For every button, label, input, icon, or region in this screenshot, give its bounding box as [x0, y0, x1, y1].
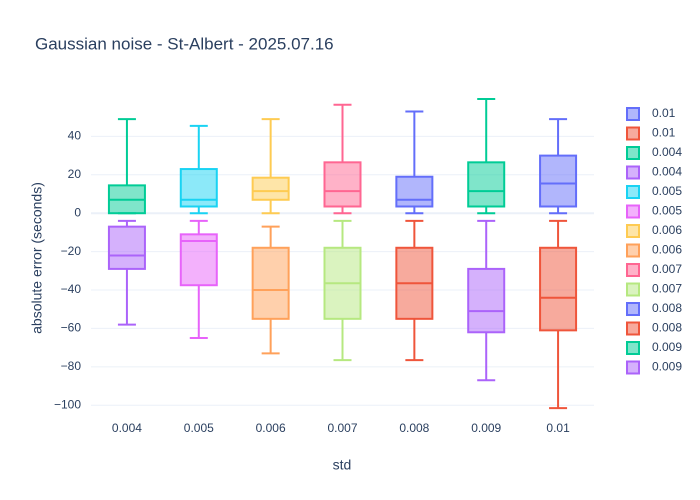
legend-swatch [626, 302, 640, 316]
legend-label: 0.007 [652, 262, 682, 276]
legend-label: 0.006 [652, 243, 682, 257]
legend-swatch [626, 263, 640, 277]
box [251, 246, 290, 320]
legend-label: 0.008 [652, 321, 682, 335]
y-tick-label: 40 [68, 129, 82, 143]
x-tick-label: 0.005 [184, 421, 214, 435]
y-tick-label: −100 [54, 397, 81, 411]
legend-label: 0.005 [652, 184, 682, 198]
legend-swatch [626, 224, 640, 238]
legend-label: 0.008 [652, 301, 682, 315]
legend-swatch [626, 321, 640, 336]
legend-label: 0.01 [652, 126, 676, 140]
y-tick-label: −60 [61, 321, 82, 335]
x-tick-label: 0.008 [399, 421, 429, 435]
box [539, 154, 578, 208]
x-tick-label: 0.006 [256, 421, 286, 435]
legend-swatch [626, 243, 640, 258]
legend-swatch [626, 360, 640, 375]
box [467, 161, 506, 208]
legend-label: 0.007 [652, 282, 682, 296]
y-tick-label: 20 [68, 167, 82, 181]
legend-swatch [626, 282, 640, 297]
legend-label: 0.004 [652, 145, 682, 159]
legend-swatch [626, 204, 640, 219]
x-tick-label: 0.01 [546, 421, 570, 435]
y-axis-title: absolute error (seconds) [29, 182, 45, 334]
legend-swatch [626, 165, 640, 180]
legend-label: 0.01 [652, 106, 676, 120]
box [467, 267, 506, 334]
x-tick-label: 0.009 [471, 421, 501, 435]
legend-swatch [626, 126, 640, 141]
box [179, 168, 218, 208]
y-tick-label: −40 [61, 282, 82, 296]
legend-swatch [626, 185, 640, 199]
legend-label: 0.009 [652, 360, 682, 374]
box [179, 233, 218, 287]
x-tick-label: 0.004 [112, 421, 142, 435]
y-tick-label: −20 [61, 244, 82, 258]
legend-swatch [626, 107, 640, 121]
box [107, 225, 146, 270]
x-axis-title: std [333, 457, 352, 473]
legend-swatch [626, 146, 640, 160]
legend-label: 0.004 [652, 165, 682, 179]
legend-label: 0.006 [652, 223, 682, 237]
legend-swatch [626, 341, 640, 355]
y-tick-label: −80 [61, 359, 82, 373]
x-tick-label: 0.007 [327, 421, 357, 435]
box [323, 161, 362, 208]
chart-title: Gaussian noise - St-Albert - 2025.07.16 [35, 34, 334, 53]
legend-label: 0.005 [652, 204, 682, 218]
y-tick-label: 0 [74, 205, 81, 219]
box [395, 175, 434, 208]
box [251, 176, 290, 201]
legend-label: 0.009 [652, 340, 682, 354]
box [539, 246, 578, 332]
